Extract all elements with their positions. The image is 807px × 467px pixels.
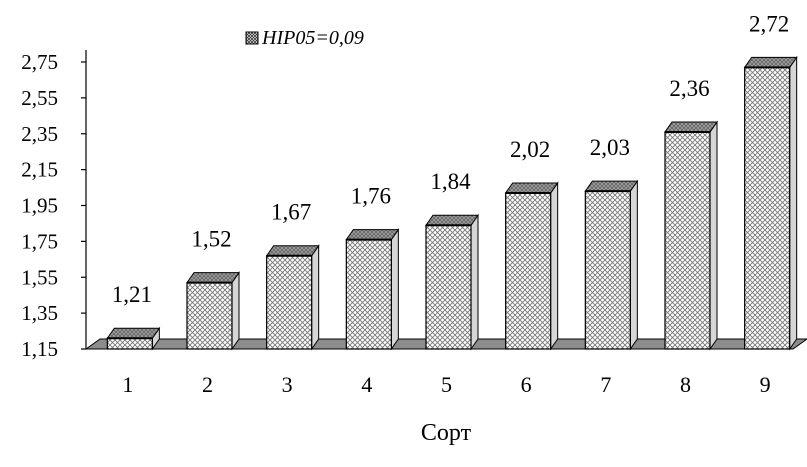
bar-side (311, 244, 320, 351)
y-tick-label: 2,15 (21, 158, 58, 182)
bar (584, 179, 639, 351)
bar (664, 120, 718, 351)
bar-front (664, 131, 711, 350)
bar (504, 181, 559, 351)
y-tick-label: 1,55 (21, 265, 58, 289)
bar-cap (345, 229, 400, 241)
bar-front (505, 192, 552, 350)
bar (106, 326, 161, 351)
data-labels: 1,21 1,52 1,67 1,76 1,84 2,02 2,03 2,36 2,72 (112, 11, 790, 307)
category-label: 8 (680, 372, 691, 397)
data-label: 1,52 (191, 227, 231, 252)
bar-front (106, 337, 153, 350)
legend-swatch (245, 31, 259, 45)
x-axis-title: Сорт (421, 420, 472, 446)
bar-front (744, 66, 791, 350)
bar (743, 55, 798, 351)
bar (265, 244, 320, 351)
data-label: 2,72 (749, 11, 789, 36)
category-label: 1 (122, 372, 133, 397)
bar-group (106, 55, 798, 351)
bar-side (789, 55, 798, 351)
bar-cap (106, 327, 161, 339)
category-label: 7 (600, 372, 611, 397)
bar-side (470, 213, 479, 351)
data-label: 1,76 (351, 184, 391, 209)
legend: HIP05=0,09 (245, 27, 364, 49)
data-label: 2,02 (510, 137, 550, 162)
y-tick-label: 1,35 (21, 301, 58, 325)
bar-cap (186, 272, 240, 284)
category-label: 6 (521, 372, 532, 397)
y-tick-label: 1,75 (21, 229, 58, 253)
bar-cap (425, 214, 479, 226)
bar-side (550, 181, 559, 351)
category-label: 4 (361, 372, 372, 397)
bar-front (186, 282, 233, 350)
data-label: 1,84 (430, 169, 471, 194)
y-tick-label: 1,95 (21, 194, 58, 218)
bar-cap (504, 182, 559, 194)
bar-front (425, 224, 472, 350)
bar-side (629, 179, 638, 351)
data-label: 1,67 (271, 200, 311, 225)
legend-label: HIP05=0,09 (261, 27, 364, 49)
data-label: 2,03 (590, 135, 630, 160)
y-axis: 1,15 1,35 1,55 1,75 1,95 2,15 2,35 2,55 2,75 (21, 50, 87, 361)
bar-cap (584, 180, 639, 192)
y-tick-label: 2,35 (21, 122, 58, 146)
bar-cap (743, 56, 798, 68)
bar-cap (664, 121, 718, 133)
bar (345, 227, 400, 351)
category-labels: 1 2 3 4 5 6 7 8 9 (122, 372, 770, 397)
bar-cap (265, 245, 320, 257)
bar-side (390, 227, 399, 351)
bar-front (266, 255, 313, 350)
category-label: 9 (760, 372, 771, 397)
category-label: 3 (282, 372, 293, 397)
category-label: 5 (441, 372, 452, 397)
data-label: 2,36 (669, 76, 709, 101)
y-tick-label: 2,75 (21, 50, 58, 74)
bar-side (231, 271, 240, 351)
bar (186, 271, 240, 351)
bar-front (584, 190, 631, 350)
bar (425, 213, 479, 351)
y-tick-group: 1,15 1,35 1,55 1,75 1,95 2,15 2,35 2,55 2,75 (21, 50, 86, 361)
category-label: 2 (202, 372, 213, 397)
y-tick-label: 1,15 (21, 337, 58, 361)
y-tick-label: 2,55 (21, 86, 58, 110)
bar-front (345, 238, 392, 350)
bar-side (709, 120, 718, 351)
data-label: 1,21 (112, 282, 152, 307)
